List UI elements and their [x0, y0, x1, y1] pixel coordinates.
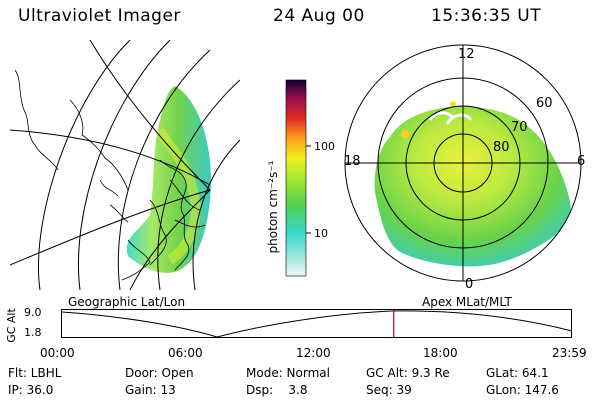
altitude-xtick-2359: 23:59 [552, 346, 587, 360]
coastline [159, 159, 190, 271]
mlat-label-70: 70 [511, 120, 528, 135]
mlat-label-80: 80 [493, 140, 510, 155]
latitude-arc [192, 139, 240, 290]
status-door: Door: Open [125, 366, 194, 380]
altitude-curve [61, 310, 573, 338]
longitude-line [89, 40, 211, 191]
altitude-ytick-low: 1.8 [24, 326, 42, 339]
altitude-xtick-1800: 18:00 [423, 346, 458, 360]
altitude-plot [61, 309, 573, 338]
coastline [149, 199, 167, 266]
mlt-label-6: 6 [577, 154, 586, 169]
aurora-oval-polar [374, 106, 572, 267]
apex-caption: Apex MLat/MLT [422, 295, 512, 309]
longitude-line [10, 129, 211, 186]
latitude-arc [77, 40, 171, 290]
altitude-xtick-0600: 06:00 [168, 346, 203, 360]
latitude-arc [117, 49, 211, 290]
geographic-map-panel [10, 40, 240, 290]
altitude-xtick-1200: 12:00 [296, 346, 331, 360]
coastline [169, 179, 206, 228]
time-label: 15:36:35 UT [431, 6, 542, 26]
status-glon: GLon: 147.6 [486, 383, 559, 397]
date-label: 24 Aug 00 [273, 6, 365, 26]
status-mode: Mode: Normal [246, 366, 330, 380]
status-gc-alt: GC Alt: 9.3 Re [366, 366, 450, 380]
mlt-label-0: 0 [465, 277, 474, 292]
altitude-xtick-0000: 00:00 [40, 346, 75, 360]
longitude-line [129, 189, 211, 290]
coastline [14, 69, 59, 171]
colorbar-tick-100: 100 [314, 140, 335, 153]
latitude-arc [157, 79, 240, 290]
polar-mlat-mlt-plot [344, 44, 582, 282]
colorbar-tick-10: 10 [314, 227, 328, 240]
status-filter: Flt: LBHL [8, 366, 62, 380]
altitude-ytick-high: 9.0 [24, 306, 42, 319]
aurora-spot [401, 130, 409, 138]
latitude-arc [37, 40, 131, 290]
status-ip: IP: 36.0 [8, 383, 54, 397]
geographic-caption: Geographic Lat/Lon [68, 295, 186, 309]
coastline [69, 99, 129, 191]
mlat-label-60: 60 [536, 96, 553, 111]
mlt-label-12: 12 [458, 47, 475, 62]
status-dsp: Dsp: 3.8 [246, 383, 308, 397]
colorbar [285, 79, 311, 277]
status-glat: GLat: 64.1 [486, 366, 549, 380]
aurora-spot [450, 101, 456, 107]
coastline [99, 179, 129, 223]
altitude-ylabel: GC Alt [4, 308, 18, 343]
coastline [121, 239, 151, 281]
colorbar-unit-label: photon cm⁻²s⁻¹ [266, 160, 280, 254]
status-seq: Seq: 39 [366, 383, 412, 397]
mlt-label-18: 18 [344, 154, 361, 169]
aurora-oval-geographic [126, 86, 211, 273]
status-gain: Gain: 13 [125, 383, 176, 397]
instrument-title: Ultraviolet Imager [18, 6, 181, 26]
